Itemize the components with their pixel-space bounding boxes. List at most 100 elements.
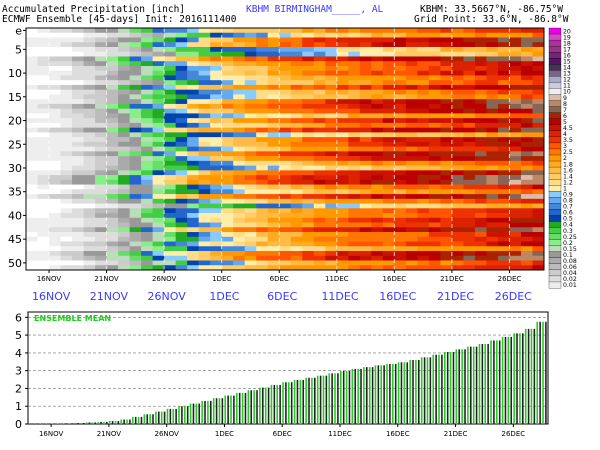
heatmap-cell [279, 84, 292, 90]
heatmap-cell [509, 189, 522, 195]
heatmap-cell [152, 203, 165, 209]
heatmap-cell [37, 28, 50, 34]
heatmap-cell [164, 108, 177, 114]
heatmap-cell [417, 108, 430, 114]
heatmap-cell [83, 80, 96, 86]
heatmap-cell [313, 217, 326, 223]
heatmap-cell [244, 151, 257, 157]
heatmap-cell [118, 246, 130, 252]
heatmap-cell [60, 251, 73, 257]
heatmap-cell [325, 179, 338, 185]
heatmap-cell [497, 37, 510, 43]
heatmap-cell [129, 84, 142, 90]
heatmap-cell [164, 127, 177, 133]
heatmap-cell [520, 222, 533, 228]
legend-swatch [548, 136, 562, 144]
heatmap-cell [221, 232, 234, 238]
heatmap-cell [118, 122, 130, 128]
heatmap-cell [394, 46, 407, 53]
heatmap-cell [106, 75, 119, 81]
heatmap-cell [486, 122, 499, 128]
mean-bar [152, 414, 154, 424]
heatmap-cell [371, 146, 384, 152]
heatmap-cell [129, 65, 142, 72]
heatmap-cell [440, 108, 453, 114]
heatmap-cell [451, 251, 464, 257]
heatmap-cell [486, 137, 499, 143]
heatmap-cell [26, 198, 38, 204]
heatmap-cell [486, 108, 499, 114]
heatmap-cell [198, 227, 211, 233]
mean-bar [253, 390, 255, 424]
heatmap-cell [532, 46, 545, 53]
heatmap-cell [313, 246, 326, 252]
heatmap-cell [520, 132, 533, 138]
mean-chart-y-tick-label: 5 [15, 329, 22, 342]
heatmap-cell [440, 103, 453, 109]
heatmap-cell [451, 65, 464, 72]
heatmap-cell [520, 42, 533, 48]
heatmap-cell [382, 118, 395, 124]
heatmap-cell [463, 61, 476, 67]
heatmap-cell [394, 255, 407, 261]
heatmap-cell [187, 132, 200, 138]
heatmap-cell [382, 99, 395, 105]
heatmap-cell [26, 84, 38, 90]
legend-label: 10 [563, 89, 571, 96]
heatmap-cell [221, 255, 234, 261]
mean-bar [256, 390, 258, 424]
heatmap-cell [141, 241, 154, 247]
heatmap-cell [417, 156, 430, 162]
heatmap-cell [463, 241, 476, 247]
heatmap-cell [313, 51, 326, 57]
heatmap-cell [83, 156, 96, 162]
heatmap-cell [164, 265, 177, 271]
heatmap-cell [313, 132, 326, 138]
heatmap-cell [106, 42, 119, 48]
mean-bar [493, 340, 495, 424]
heatmap-cell [164, 132, 177, 138]
heatmap-cell [210, 156, 223, 162]
heatmap-cell [106, 227, 119, 233]
heatmap-cell [164, 175, 177, 181]
heatmap-cell [382, 84, 395, 90]
heatmap-cell [463, 184, 476, 190]
heatmap-cell [302, 137, 315, 143]
heatmap-cell [37, 175, 50, 181]
heatmap-cell [210, 141, 223, 147]
heatmap-cell [428, 75, 441, 81]
heatmap-cell [152, 28, 165, 34]
heatmap-cell [256, 208, 269, 214]
heatmap-cell [187, 89, 200, 95]
legend-label: 0.9 [563, 192, 573, 199]
heatmap-cell [106, 151, 119, 157]
heatmap-cell [302, 141, 315, 147]
heatmap-cell [440, 203, 453, 209]
heatmap-cell [348, 255, 361, 261]
heatmap-cell [325, 255, 338, 261]
heatmap-cell [210, 184, 223, 190]
heatmap-cell [336, 103, 349, 109]
heatmap-cell [532, 241, 545, 247]
heatmap-cell [463, 89, 476, 95]
heatmap-cell [325, 236, 338, 242]
heatmap-cell [49, 80, 61, 86]
heatmap-x-tick-label: 1DEC [212, 275, 231, 283]
heatmap-cell [129, 156, 142, 162]
heatmap-cell [210, 170, 223, 176]
heatmap-cell [221, 32, 234, 38]
heatmap-cell [336, 208, 349, 214]
heatmap-cell [279, 227, 292, 233]
heatmap-cell [26, 203, 38, 209]
heatmap-cell [371, 42, 384, 48]
mean-bar [207, 400, 209, 424]
heatmap-cell [474, 232, 487, 238]
heatmap-cell [175, 51, 188, 57]
heatmap-cell [221, 156, 234, 162]
heatmap-cell [509, 94, 522, 100]
heatmap-cell [417, 51, 430, 57]
heatmap-cell [405, 175, 418, 181]
mean-bar [458, 349, 461, 424]
heatmap-cell [428, 222, 441, 228]
